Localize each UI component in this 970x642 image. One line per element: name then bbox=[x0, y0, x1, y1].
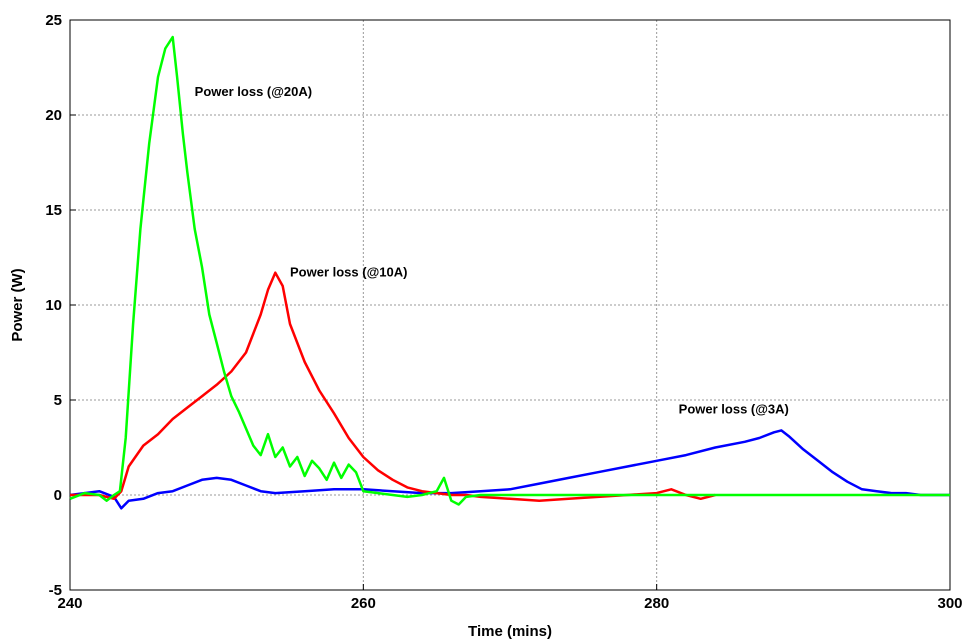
y-tick-label: 0 bbox=[54, 487, 62, 504]
y-tick-label: 15 bbox=[45, 202, 62, 219]
x-tick-label: 260 bbox=[351, 595, 376, 612]
x-tick-label: 300 bbox=[937, 595, 962, 612]
axis-ticks: 240 260 280 300 -5 0 5 10 15 20 25 bbox=[45, 12, 962, 612]
y-tick-label: 25 bbox=[45, 12, 62, 29]
y-axis-title: Power (W) bbox=[9, 268, 26, 341]
series-line-2 bbox=[69, 429, 950, 510]
annotation-label: Power loss (@3A) bbox=[679, 401, 789, 416]
x-tick-label: 240 bbox=[57, 595, 82, 612]
data-series bbox=[69, 35, 950, 510]
series-line-1 bbox=[70, 271, 716, 502]
annotation-label: Power loss (@20A) bbox=[195, 84, 312, 99]
series-line-0 bbox=[69, 35, 950, 506]
y-tick-label: -5 bbox=[49, 582, 62, 599]
annotation-label: Power loss (@10A) bbox=[290, 265, 407, 280]
x-tick-label: 280 bbox=[644, 595, 669, 612]
y-tick-label: 10 bbox=[45, 297, 62, 314]
grid-lines bbox=[70, 20, 950, 590]
annotations: Power loss (@20A) Power loss (@10A) Power … bbox=[195, 84, 789, 416]
y-tick-label: 5 bbox=[54, 392, 62, 409]
x-axis-title: Time (mins) bbox=[468, 623, 552, 640]
y-tick-label: 20 bbox=[45, 107, 62, 124]
